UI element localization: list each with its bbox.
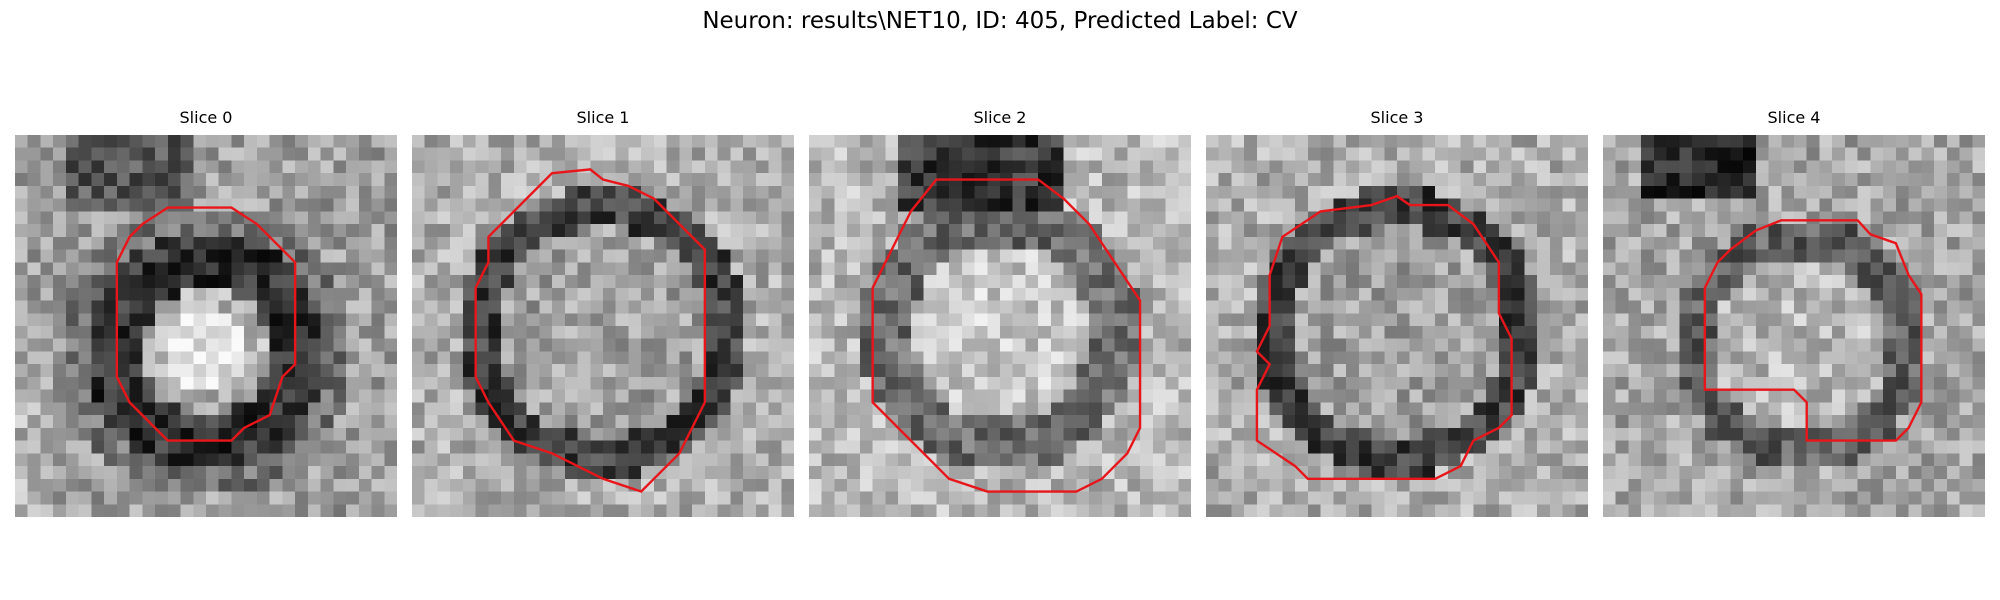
figure-title: Neuron: results\NET10, ID: 405, Predicte… — [702, 8, 1298, 34]
slice-image-3 — [1206, 135, 1588, 517]
slice-image-4 — [1603, 135, 1985, 517]
segmentation-contour-3 — [1257, 196, 1512, 479]
slice-image-0 — [15, 135, 397, 517]
slice-panel-4: Slice 4 — [1603, 108, 1985, 517]
segmentation-contour-0 — [117, 208, 295, 441]
pixel-grid — [1206, 135, 1588, 517]
pixel-grid — [1603, 135, 1985, 517]
slice-panel-0: Slice 0 — [15, 108, 397, 517]
slice-panel-2: Slice 2 — [809, 108, 1191, 517]
slice-title-1: Slice 1 — [576, 108, 630, 127]
slice-panels: Slice 0 Slice 1 Slice 2 Slice 3 Slice 4 — [15, 108, 1985, 520]
slice-title-0: Slice 0 — [179, 108, 233, 127]
slice-title-3: Slice 3 — [1370, 108, 1424, 127]
segmentation-contour-4 — [1705, 220, 1921, 440]
slice-title-4: Slice 4 — [1767, 108, 1821, 127]
pixel-grid — [412, 135, 794, 517]
slice-panel-3: Slice 3 — [1206, 108, 1588, 517]
slice-panel-1: Slice 1 — [412, 108, 794, 517]
segmentation-contour-1 — [476, 169, 705, 491]
slice-image-2 — [809, 135, 1191, 517]
pixel-grid — [15, 135, 397, 517]
segmentation-contour-2 — [873, 180, 1140, 492]
pixel-grid — [809, 135, 1191, 517]
slice-image-1 — [412, 135, 794, 517]
slice-title-2: Slice 2 — [973, 108, 1027, 127]
